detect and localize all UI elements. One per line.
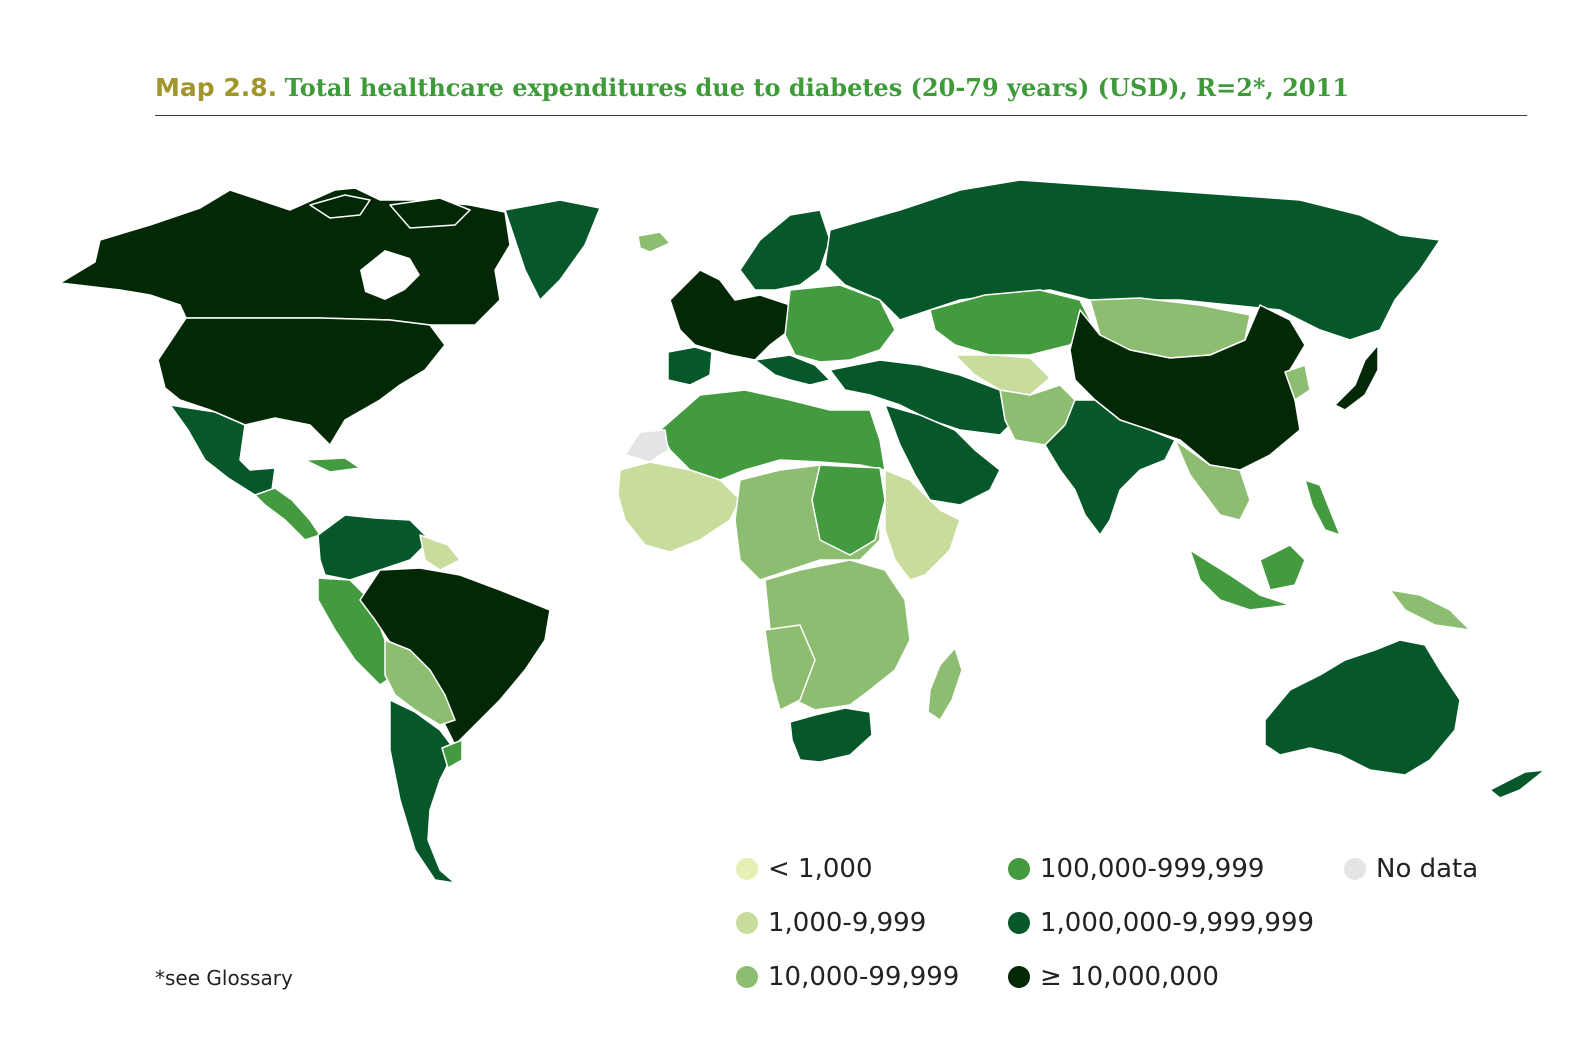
region-mexico — [169, 404, 276, 496]
region-west-africa — [617, 461, 741, 553]
legend-label: No data — [1376, 854, 1479, 884]
region-italy-balkans — [754, 354, 831, 386]
region-angola — [764, 624, 816, 711]
region-borneo — [1259, 544, 1306, 591]
region-south-africa — [789, 707, 873, 763]
region-russia — [824, 179, 1441, 341]
legend-swatch — [736, 858, 758, 880]
region-philippines — [1304, 479, 1341, 536]
legend-label: 1,000-9,999 — [768, 908, 927, 938]
legend-swatch — [1008, 858, 1030, 880]
region-central-asia — [954, 354, 1051, 396]
legend-swatch — [1008, 912, 1030, 934]
footnote: *see Glossary — [155, 966, 293, 990]
region-sudan — [811, 464, 886, 556]
region-kazakhstan — [929, 289, 1091, 356]
legend-label: ≥ 10,000,000 — [1040, 962, 1219, 992]
region-north-south-america — [317, 514, 431, 581]
region-uruguay — [441, 739, 463, 769]
legend-swatch — [736, 912, 758, 934]
region-bolivia-paraguay — [384, 639, 456, 726]
legend-label: < 1,000 — [768, 854, 873, 884]
map-number: Map 2.8. — [155, 73, 278, 102]
region-indonesia — [1189, 549, 1291, 611]
region-new-zealand — [1489, 769, 1546, 799]
legend-item-10000-99999: 10,000-99,999 — [736, 960, 959, 994]
region-guianas — [419, 534, 461, 571]
legend-item-1000-9999: 1,000-9,999 — [736, 906, 926, 940]
legend-swatch — [1008, 966, 1030, 988]
legend-item-1m-9999999: 1,000,000-9,999,999 — [1008, 906, 1314, 940]
region-caribbean — [304, 457, 361, 473]
region-india — [1044, 399, 1176, 536]
legend-swatch — [736, 966, 758, 988]
title-bar: Map 2.8. Total healthcare expenditures d… — [155, 70, 1527, 116]
region-argentina-chile — [389, 699, 456, 884]
page-title: Map 2.8. Total healthcare expenditures d… — [155, 70, 1527, 105]
legend-item-lt-1000: < 1,000 — [736, 852, 872, 886]
region-western-europe — [669, 269, 791, 361]
region-iberia — [667, 346, 713, 386]
legend-label: 1,000,000-9,999,999 — [1040, 908, 1315, 938]
legend-item-gte-10m: ≥ 10,000,000 — [1008, 960, 1219, 994]
region-southeast-asia — [1174, 439, 1251, 521]
region-arctic-islands — [309, 194, 371, 219]
region-usa — [157, 317, 446, 446]
map-title-text: Total healthcare expenditures due to dia… — [284, 73, 1349, 102]
legend-item-no-data: No data — [1344, 852, 1478, 886]
region-japan — [1334, 344, 1379, 411]
region-new-guinea — [1389, 589, 1471, 631]
region-central-america — [254, 487, 321, 541]
region-eastern-europe — [784, 284, 896, 363]
region-turkey-iran — [829, 359, 1021, 436]
region-greenland — [504, 199, 601, 301]
legend-swatch — [1344, 858, 1366, 880]
region-arctic-islands-2 — [389, 197, 471, 229]
region-madagascar — [927, 647, 963, 721]
region-western-sahara — [624, 429, 669, 463]
world-map — [59, 179, 1546, 884]
region-arabia — [884, 404, 1001, 506]
region-scandinavia — [739, 209, 831, 291]
region-horn-of-africa — [884, 469, 961, 581]
region-iceland — [637, 231, 671, 253]
hudson-bay — [360, 250, 420, 300]
legend-item-100000-999999: 100,000-999,999 — [1008, 852, 1264, 886]
legend: < 1,000 1,000-9,999 10,000-99,999 100,00… — [736, 848, 1516, 1008]
region-korea — [1284, 364, 1311, 401]
legend-label: 100,000-999,999 — [1040, 854, 1265, 884]
legend-label: 10,000-99,999 — [768, 962, 960, 992]
region-australia — [1264, 639, 1461, 776]
